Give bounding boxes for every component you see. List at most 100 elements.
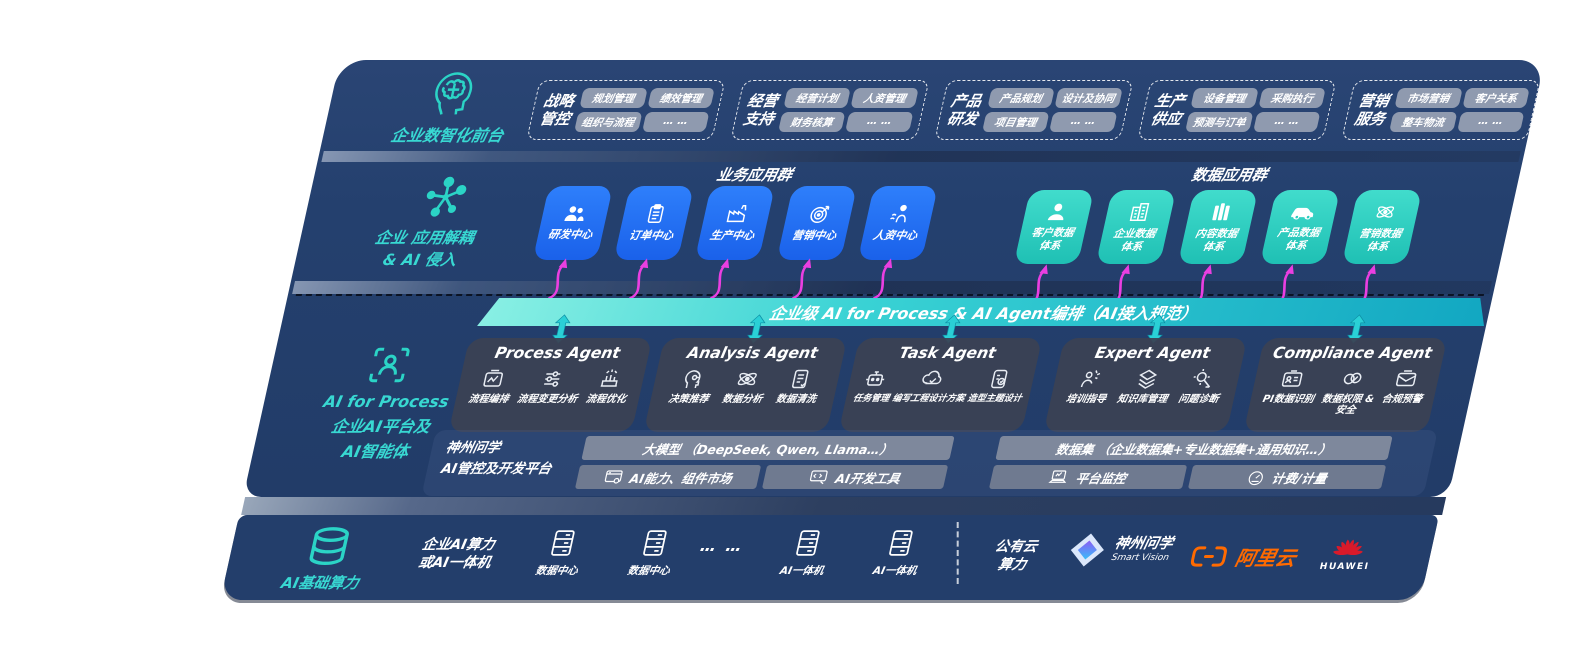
infra-layer-label: AI基础算力 bbox=[279, 574, 361, 592]
pill: … … bbox=[641, 112, 710, 132]
people-icon bbox=[564, 206, 584, 222]
devtool-bar: AI开发工具 bbox=[761, 465, 949, 489]
pill: 组织与流程 bbox=[574, 112, 642, 132]
atom-icon bbox=[732, 367, 761, 391]
group-pills: 规划管理 绩效管理 组织与流程 … … bbox=[574, 88, 715, 132]
front-group-product: 产品 研发 产品规划 设计及协同 项目管理 … … bbox=[933, 80, 1134, 140]
pill: 绩效管理 bbox=[646, 88, 715, 108]
agent-item: 决策推荐 bbox=[667, 367, 715, 405]
agent-item: 合规预警 bbox=[1381, 367, 1429, 405]
dataset-bar: 数据集 （企业数据集+专业数据集+通用知识…） bbox=[995, 436, 1393, 460]
server-icon bbox=[643, 530, 667, 556]
enterprise-compute-label: 企业AI算力 或AI一体机 bbox=[416, 537, 497, 572]
front-group-marketing: 营销 服务 市场营销 客户关系 整车物流 … … bbox=[1341, 80, 1541, 140]
pill: 设备管理 bbox=[1190, 88, 1259, 108]
group-pills: 产品规划 设计及协同 项目管理 … … bbox=[981, 88, 1123, 132]
window-gear-icon bbox=[604, 470, 623, 484]
agent-card-expert: Expert Agent 培训指导 知识库管理 问题诊断 bbox=[1043, 338, 1248, 432]
agent-item: 数据权限 & 安全 bbox=[1318, 367, 1381, 416]
group-label: 经营 支持 bbox=[741, 92, 780, 128]
hr-icon bbox=[890, 205, 907, 223]
agent-title: Compliance Agent bbox=[1271, 344, 1434, 362]
group-label: 营销 服务 bbox=[1352, 92, 1391, 128]
pill: 预测与订单 bbox=[1185, 112, 1254, 132]
agent-item: 造型主题设计 bbox=[966, 367, 1028, 404]
alibaba-bracket-icon bbox=[1190, 546, 1227, 567]
group-label: 生产 供应 bbox=[1149, 92, 1188, 128]
huawei-logo: HUAWEI bbox=[1318, 528, 1377, 572]
data-apps-title: 数据应用群 bbox=[1189, 166, 1270, 184]
laptop-icon bbox=[1048, 470, 1067, 483]
id-card-icon bbox=[1278, 367, 1307, 391]
workflow-icon bbox=[478, 367, 507, 391]
pill: 市场营销 bbox=[1394, 88, 1463, 108]
slab-top-face bbox=[241, 497, 1447, 515]
style-card-icon bbox=[984, 367, 1013, 391]
front-groups-row: 战略 管控 规划管理 绩效管理 组织与流程 … … 经营 支持 经营计划 人资管理 … bbox=[526, 80, 1541, 140]
agent-title: Process Agent bbox=[493, 344, 622, 362]
platform-name: 神州问学 AI管控及开发平台 bbox=[439, 440, 554, 477]
group-label: 产品 研发 bbox=[945, 92, 984, 128]
agent-item: 数据清洗 bbox=[775, 367, 823, 405]
data-app-marketing: 营销数据 体系 bbox=[1341, 190, 1423, 264]
flow-arrow-up bbox=[792, 258, 812, 300]
training-icon bbox=[1076, 367, 1105, 391]
data-app-enterprise: 企业数据 体系 bbox=[1095, 190, 1177, 264]
front-group-supply: 生产 供应 设备管理 采购执行 预测与订单 … … bbox=[1137, 80, 1337, 140]
agent-items: 培训指导 知识库管理 问题诊断 bbox=[1049, 367, 1240, 405]
datacenter-node: 数据中心 bbox=[612, 528, 693, 578]
biz-app-order-center: 订单中心 bbox=[613, 186, 695, 260]
model-bar: 大模型 （DeepSeek, Qwen, Llama…） bbox=[581, 436, 955, 460]
pill: 采购执行 bbox=[1258, 88, 1327, 108]
books-icon bbox=[1212, 203, 1230, 221]
alert-icon bbox=[1392, 367, 1421, 391]
pill: 客户关系 bbox=[1461, 88, 1530, 108]
agent-card-task: Task Agent 任务管理 编写工程设计方案 造型主题设计 bbox=[838, 338, 1043, 432]
agent-item: 流程编排 bbox=[467, 367, 515, 405]
person-frame-icon bbox=[363, 344, 415, 390]
clipboard-icon bbox=[647, 204, 664, 224]
agent-item: 流程优化 bbox=[585, 367, 633, 405]
ai-orchestration-banner: 企业级 AI for Process & AI Agent编排（AI接入规范） bbox=[477, 298, 1490, 326]
pill: 财务核算 bbox=[777, 112, 846, 132]
billing-bar: 计费/计量 bbox=[1187, 465, 1387, 489]
agent-item: 问题诊断 bbox=[1177, 367, 1225, 405]
layers-icon bbox=[1132, 367, 1161, 391]
public-cloud-label: 公有云 算力 bbox=[993, 539, 1039, 574]
agent-title: Expert Agent bbox=[1093, 344, 1212, 362]
datacenter-node: 数据中心 bbox=[520, 528, 601, 578]
biz-app-marketing-center: 营销中心 bbox=[776, 186, 858, 260]
server-icon bbox=[551, 530, 575, 556]
pill: 人资管理 bbox=[850, 88, 919, 108]
biz-app-hr-center: 人资中心 bbox=[857, 186, 939, 260]
pill: … … bbox=[845, 112, 914, 132]
ai-appliance-node: AI一体机 bbox=[765, 528, 846, 578]
front-layer-label: 企业数智化前台 bbox=[389, 126, 506, 145]
agent-items: 任务管理 编写工程设计方案 造型主题设计 bbox=[845, 367, 1036, 404]
clean-doc-icon bbox=[786, 367, 815, 391]
group-pills: 市场营销 客户关系 整车物流 … … bbox=[1389, 88, 1530, 132]
pill: 产品规划 bbox=[986, 88, 1055, 108]
pill: 项目管理 bbox=[981, 112, 1050, 132]
agent-item: 任务管理 bbox=[852, 367, 896, 404]
alibaba-cloud-logo: 阿里云 bbox=[1187, 542, 1299, 571]
agent-item: PI数据识别 bbox=[1261, 367, 1321, 405]
agent-items: PI数据识别 数据权限 & 安全 合规预警 bbox=[1247, 367, 1441, 416]
pill: 设计及协同 bbox=[1054, 88, 1123, 108]
biz-app-production-center: 生产中心 bbox=[694, 186, 776, 260]
agent-item: 数据分析 bbox=[721, 367, 769, 405]
group-pills: 设备管理 采购执行 预测与订单 … … bbox=[1185, 88, 1327, 132]
front-group-operation: 经营 支持 经营计划 人资管理 财务核算 … … bbox=[730, 80, 930, 140]
diagram-board: 企业数智化前台 战略 管控 规划管理 绩效管理 组织与流程 … … 经营 支持 经营… bbox=[220, 60, 1546, 600]
diagnosis-icon bbox=[1188, 367, 1217, 391]
group-label: 战略 管控 bbox=[537, 92, 576, 128]
permission-icon bbox=[1338, 367, 1367, 391]
target-icon bbox=[810, 206, 830, 224]
flow-arrow-up bbox=[710, 258, 730, 300]
agent-item: 流程变更分析 bbox=[516, 367, 584, 405]
monitor-bar: 平台监控 bbox=[988, 465, 1188, 489]
flow-arrow-up bbox=[629, 258, 649, 300]
car-icon bbox=[1290, 208, 1314, 220]
monitor-code-icon bbox=[810, 470, 829, 485]
pill: … … bbox=[1049, 112, 1117, 132]
